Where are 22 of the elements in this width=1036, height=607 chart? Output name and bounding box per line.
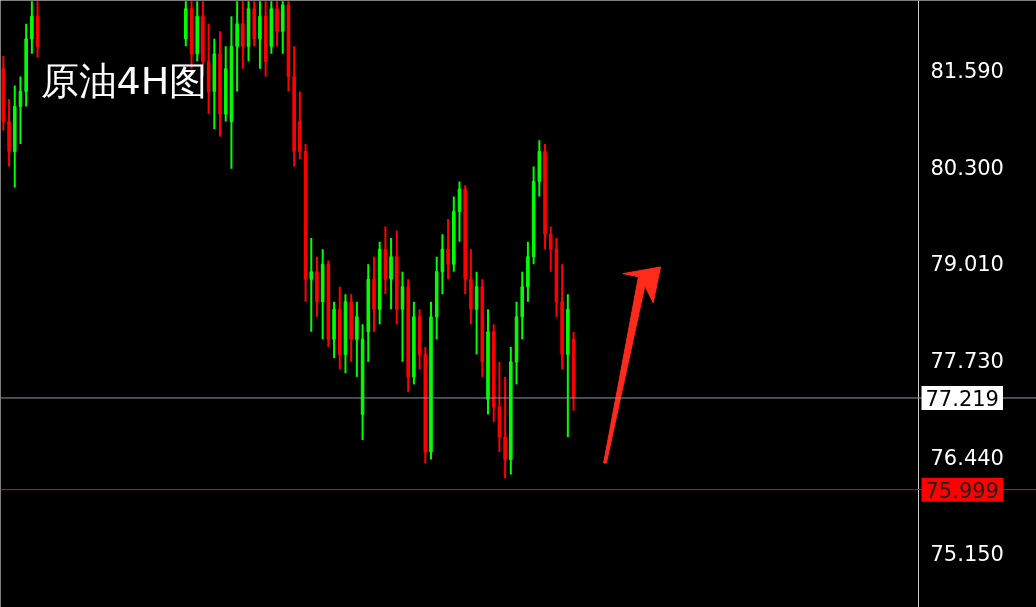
candlestick [275, 0, 279, 48]
y-tick-label: 76.440 [930, 445, 1004, 470]
candlestick [440, 233, 445, 296]
ref-line-label: 77.219 [925, 386, 999, 411]
y-tick-label: 77.730 [930, 348, 1004, 373]
text: 原油4H图 [40, 58, 208, 103]
candlestick [389, 236, 393, 311]
y-tick-label: 80.300 [930, 155, 1004, 180]
ref-line-label: 75.999 [925, 478, 999, 503]
candlestick [235, 0, 239, 93]
candlestick [503, 375, 507, 480]
candlestick [258, 0, 262, 70]
candlestick [30, 0, 34, 55]
candlestick [241, 0, 245, 70]
candlestick [355, 300, 359, 378]
candlestick [446, 218, 450, 281]
candlestick [309, 236, 314, 333]
y-tick-label: 79.010 [930, 252, 1004, 277]
y-tick-label: 81.590 [930, 58, 1004, 83]
candlestick [548, 225, 553, 273]
candlestick [474, 270, 479, 356]
y-tick-label: 75.150 [930, 542, 1004, 567]
